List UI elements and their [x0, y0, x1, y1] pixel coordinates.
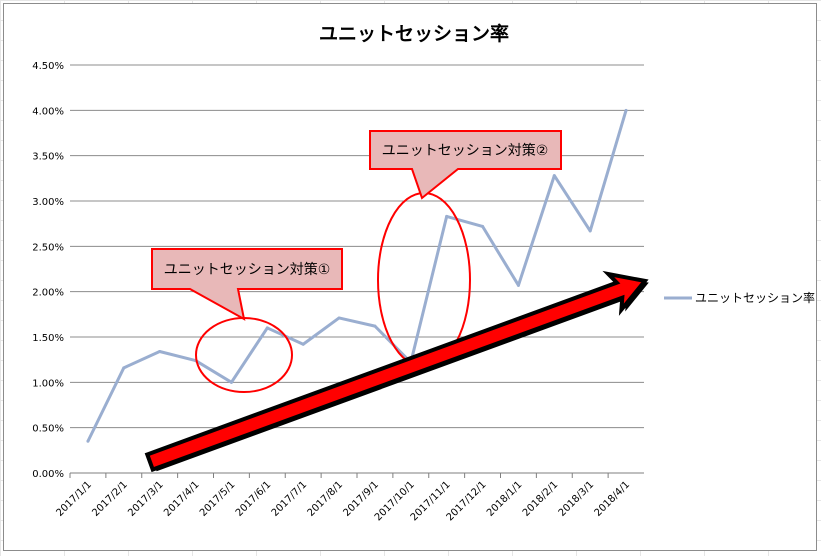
- y-tick-label: 3.50%: [32, 152, 64, 163]
- y-tick-label: 2.50%: [32, 242, 64, 253]
- trend-arrow: [144, 270, 649, 473]
- x-tick-label: 2018/4/1: [593, 479, 633, 519]
- callout-1: [151, 248, 343, 321]
- x-tick-label: 2017/1/1: [55, 479, 95, 519]
- y-tick-label: 4.00%: [32, 106, 64, 117]
- x-tick-label: 2017/8/1: [306, 479, 346, 519]
- callout-1-label: ユニットセッション対策①: [164, 261, 331, 278]
- y-tick-label: 4.50%: [32, 61, 64, 72]
- y-tick-label: 1.00%: [32, 378, 64, 389]
- data-point: [122, 366, 126, 370]
- data-point: [552, 174, 556, 178]
- y-tick-label: 0.50%: [32, 424, 64, 435]
- legend-entry: ユニットセッション率: [695, 290, 815, 305]
- data-point: [158, 350, 162, 354]
- x-tick-label: 2017/3/1: [126, 479, 166, 519]
- highlight-ellipse-1: [195, 317, 293, 393]
- x-tick-label: 2017/2/1: [90, 479, 130, 519]
- x-tick-label: 2017/5/1: [198, 479, 238, 519]
- x-tick-label: 2018/2/1: [521, 479, 561, 519]
- data-point: [265, 326, 269, 330]
- x-tick-label: 2018/1/1: [485, 479, 525, 519]
- x-tick-label: 2017/7/1: [270, 479, 310, 519]
- y-tick-label: 1.50%: [32, 333, 64, 344]
- data-point: [481, 224, 485, 228]
- data-point: [373, 324, 377, 328]
- callout-2-label: ユニットセッション対策②: [382, 142, 549, 159]
- data-point: [86, 439, 90, 443]
- data-point: [516, 283, 520, 287]
- y-tick-label: 2.00%: [32, 288, 64, 299]
- data-point: [229, 380, 233, 384]
- series-points: [86, 108, 628, 443]
- callout-2: [369, 130, 562, 200]
- series-line: [86, 109, 628, 442]
- x-tick-label: 2017/6/1: [234, 479, 274, 519]
- data-point: [301, 342, 305, 346]
- data-point: [624, 108, 628, 112]
- y-tick-label: 3.00%: [32, 197, 64, 208]
- x-axis-tick-labels: 2017/1/12017/2/12017/3/12017/4/12017/5/1…: [55, 473, 633, 523]
- data-point: [445, 214, 449, 218]
- data-point: [588, 229, 592, 233]
- x-tick-label: 2017/4/1: [162, 479, 202, 519]
- chart-area[interactable]: [3, 3, 817, 551]
- data-point: [337, 316, 341, 320]
- chart-title: ユニットセッション率: [319, 22, 509, 45]
- x-tick-label: 2018/3/1: [557, 479, 597, 519]
- y-tick-label: 0.00%: [32, 469, 64, 480]
- y-axis-tick-labels: 0.00% 0.50% 1.00% 1.50% 2.00% 2.50% 3.00% 3.50%…: [32, 61, 64, 480]
